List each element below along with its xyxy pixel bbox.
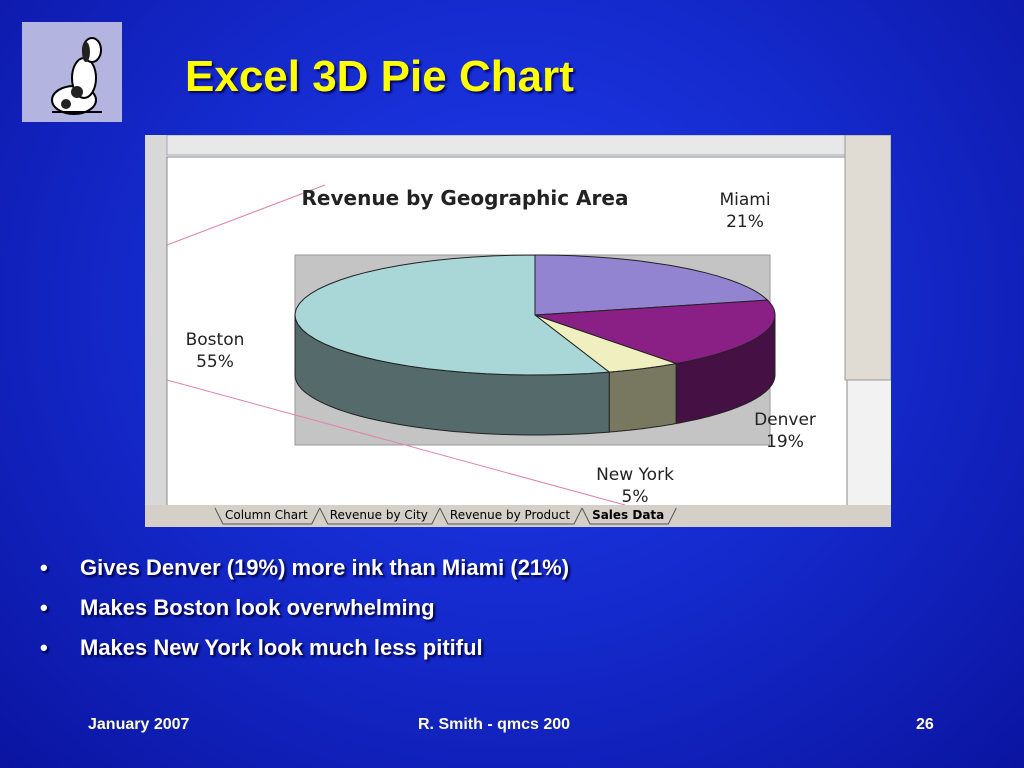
- slice-value-label: 5%: [622, 487, 649, 507]
- slice-value-label: 19%: [766, 432, 804, 452]
- tab-outline: [319, 507, 441, 525]
- slice-value-label: 55%: [196, 352, 234, 372]
- pie-slice: [294, 254, 611, 376]
- sheet-tab: Sales Data: [592, 508, 664, 522]
- logo: [22, 22, 122, 122]
- footer-date: January 2007: [88, 716, 190, 733]
- slice-label: New York: [596, 465, 674, 485]
- sheet-tab: Column Chart: [225, 508, 308, 522]
- tab-outline: [214, 507, 321, 525]
- bullet: Gives Denver (19%) more ink than Miami (…: [40, 555, 569, 581]
- footer-author: R. Smith - qmcs 200: [418, 716, 571, 733]
- sheet-tab: Revenue by Product: [450, 508, 570, 522]
- pie-side: [608, 362, 677, 433]
- bullet: Makes Boston look overwhelming: [40, 595, 569, 621]
- slice-label: Denver: [754, 410, 816, 430]
- slice-label: Miami: [719, 190, 770, 210]
- chart-title: Revenue by Geographic Area: [302, 186, 629, 210]
- slide-title: Excel 3D Pie Chart: [185, 52, 574, 101]
- footer-page: 26: [916, 716, 934, 733]
- sheet-tab: Revenue by City: [330, 508, 428, 522]
- bullet: Makes New York look much less pitiful: [40, 635, 569, 661]
- slice-label: Boston: [186, 330, 245, 350]
- tab-outline: [581, 507, 677, 525]
- bullet-list: Gives Denver (19%) more ink than Miami (…: [40, 555, 569, 675]
- tab-outline: [439, 507, 583, 525]
- pie-slice: [534, 299, 776, 365]
- pie-slice: [534, 314, 679, 373]
- pie-slice: [534, 254, 769, 316]
- slice-value-label: 21%: [726, 212, 764, 232]
